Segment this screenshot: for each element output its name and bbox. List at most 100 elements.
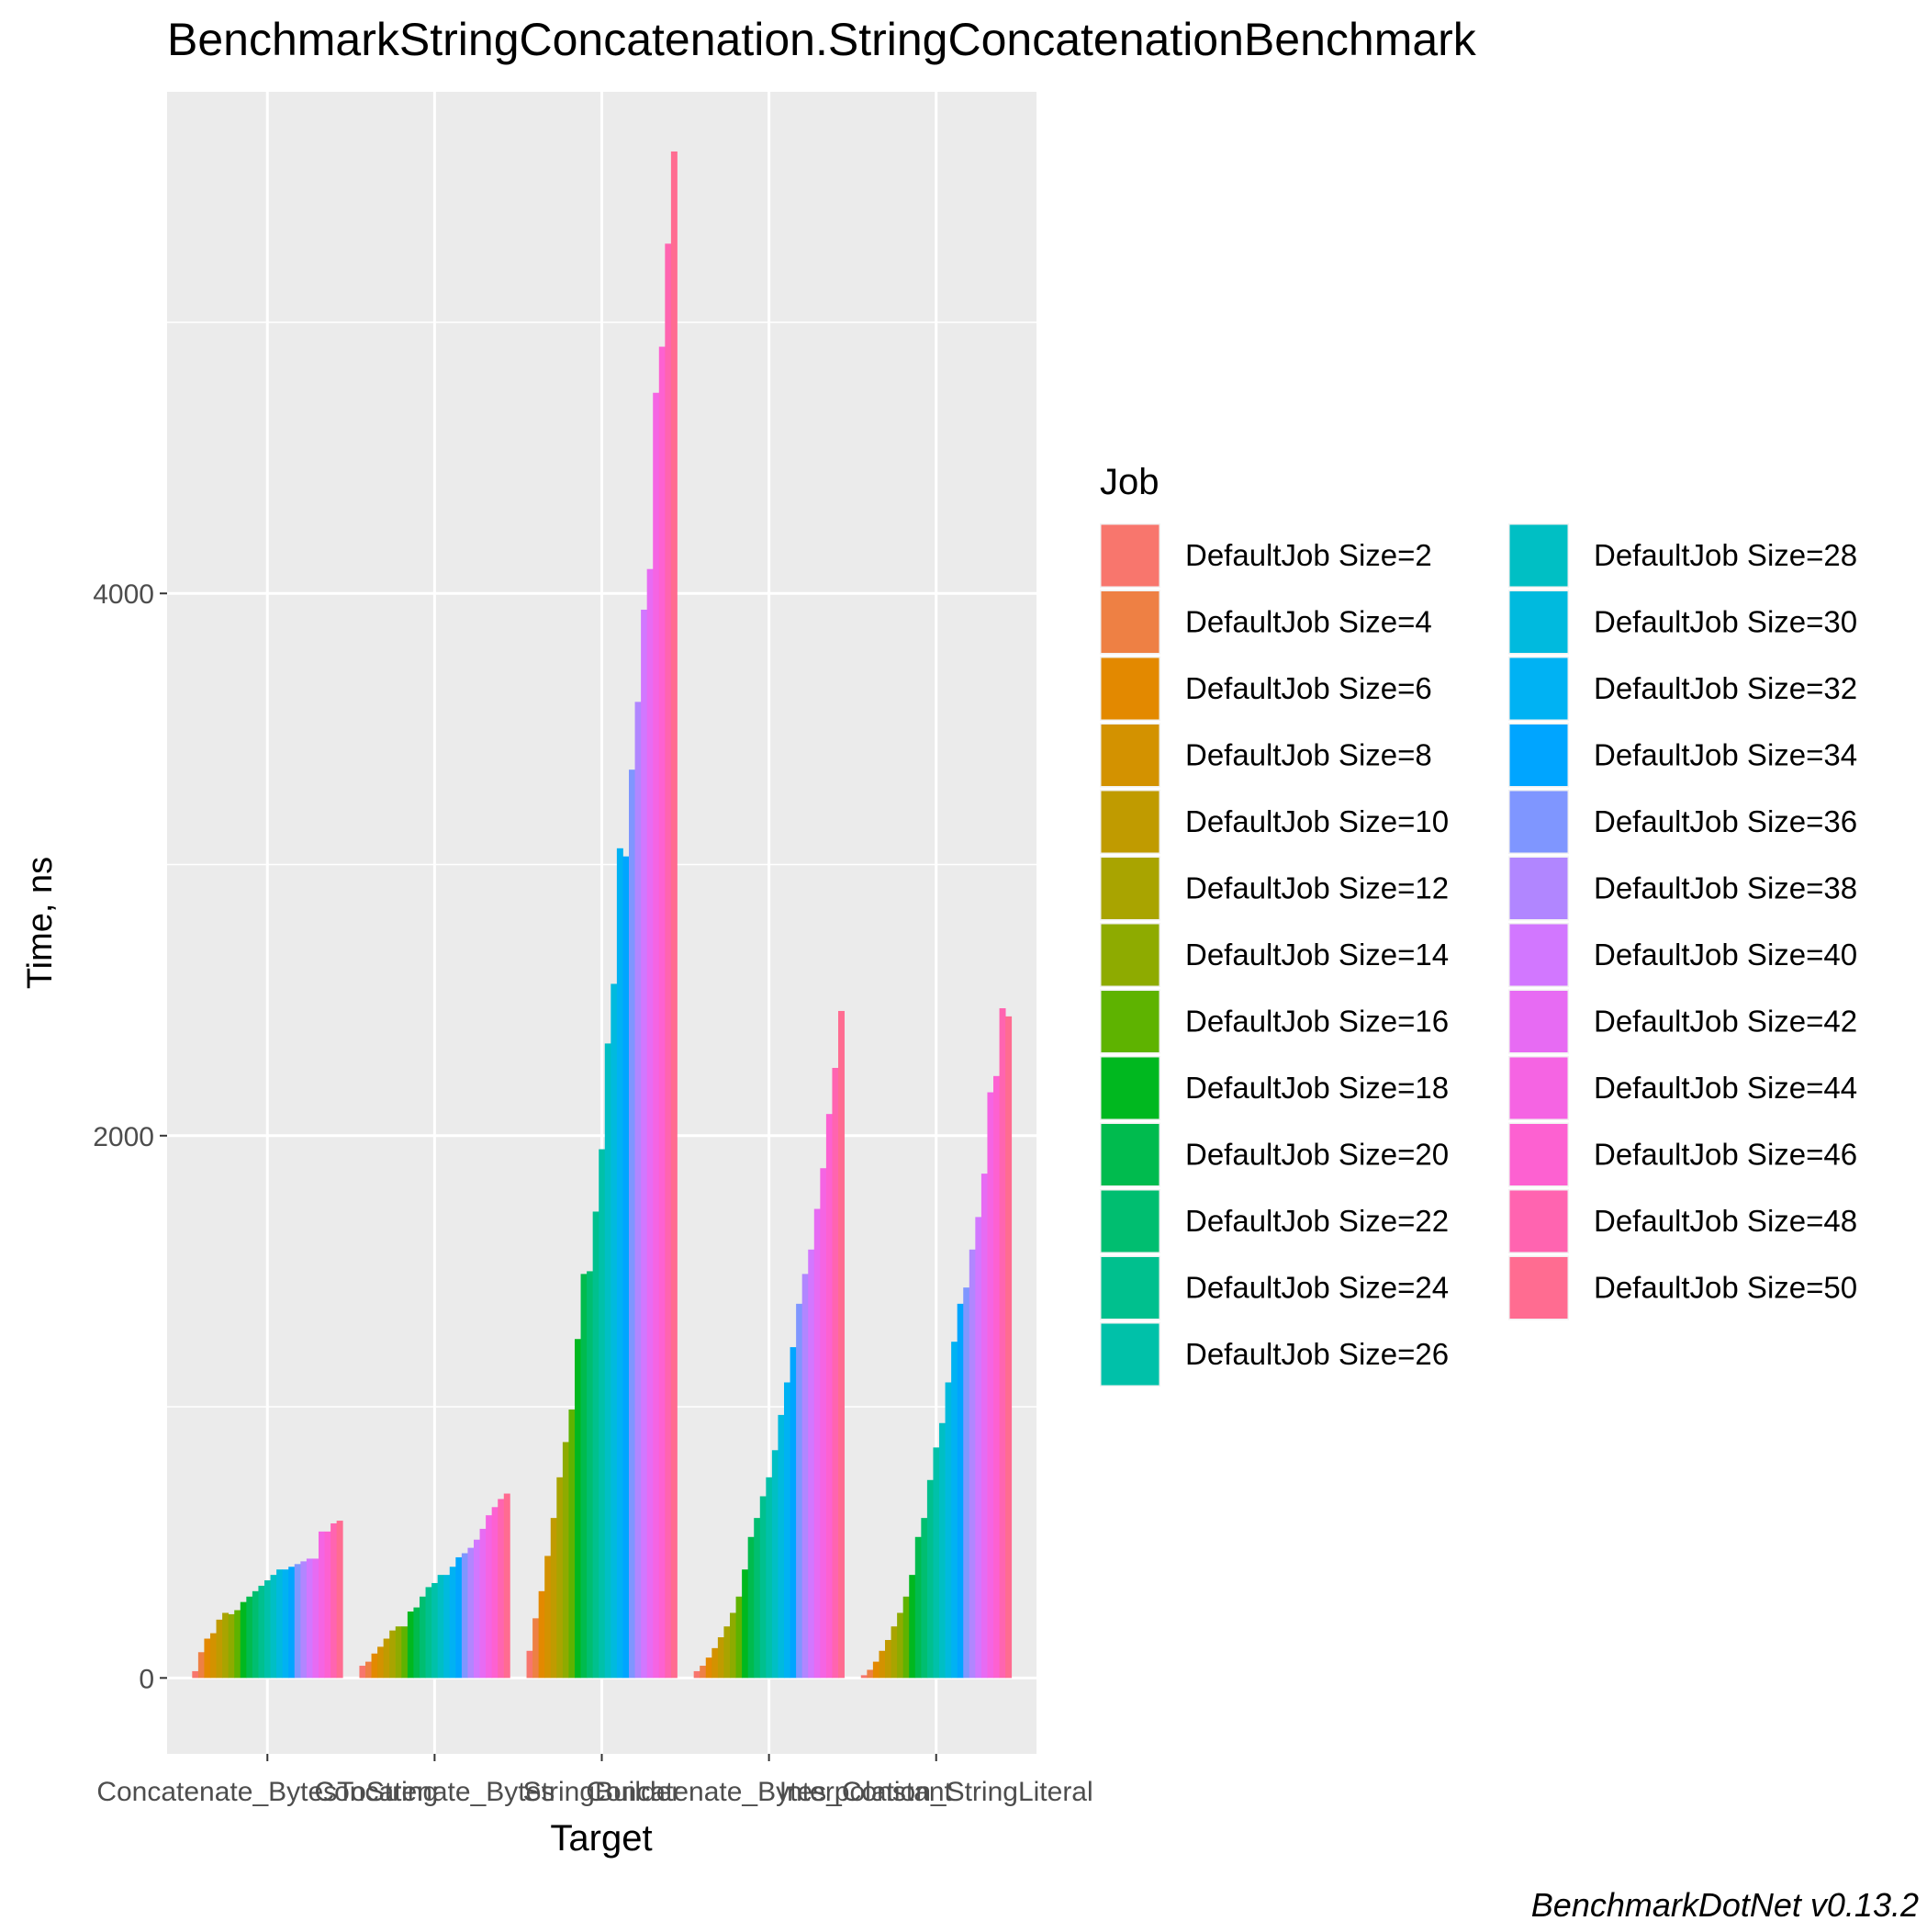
bar (790, 1347, 797, 1679)
legend-swatch (1509, 724, 1568, 786)
legend-label: DefaultJob Size=40 (1594, 938, 1857, 972)
legend-item: DefaultJob Size=6 (1100, 657, 1432, 721)
bar (723, 1626, 731, 1679)
bar (813, 1208, 821, 1679)
bar (771, 1450, 779, 1679)
legend-label: DefaultJob Size=22 (1185, 1204, 1449, 1238)
bar (556, 1477, 564, 1679)
legend-swatch (1509, 858, 1568, 919)
bar (658, 346, 666, 1679)
legend-label: DefaultJob Size=48 (1594, 1204, 1857, 1238)
bar (742, 1569, 749, 1679)
bar (832, 1067, 839, 1679)
legend-item: DefaultJob Size=30 (1508, 590, 1857, 655)
legend-item: DefaultJob Size=16 (1100, 989, 1449, 1054)
x-tick-label: Concatenate_BytesToString (96, 1777, 438, 1807)
bar (431, 1582, 439, 1679)
legend-label: DefaultJob Size=28 (1594, 538, 1857, 572)
bar (705, 1657, 712, 1679)
legend-swatch (1101, 1124, 1160, 1185)
legend-label: DefaultJob Size=42 (1594, 1005, 1857, 1039)
bar (604, 1043, 611, 1679)
bar (587, 1271, 594, 1679)
legend-label: DefaultJob Size=18 (1185, 1071, 1449, 1105)
legend-swatch (1509, 657, 1568, 720)
bar (216, 1619, 223, 1679)
bar (711, 1647, 719, 1679)
legend-title: Job (1100, 462, 1160, 502)
legend-item: DefaultJob Size=4 (1100, 590, 1432, 655)
bar (389, 1630, 397, 1679)
legend-item: DefaultJob Size=26 (1100, 1322, 1449, 1387)
bar (969, 1249, 976, 1679)
legend-swatch (1509, 924, 1568, 986)
bar (784, 1382, 790, 1679)
legend-swatch (1101, 858, 1160, 919)
legend-item: DefaultJob Size=34 (1508, 723, 1857, 788)
bar (1005, 1016, 1013, 1679)
bar (801, 1274, 809, 1679)
bar (371, 1653, 378, 1679)
bar (263, 1580, 271, 1679)
y-axis: 0 2000 4000 (93, 579, 167, 1694)
legend-label: DefaultJob Size=8 (1185, 738, 1432, 772)
bar (282, 1569, 289, 1679)
bar (467, 1547, 475, 1679)
legend-swatch (1101, 991, 1160, 1052)
legend-item: DefaultJob Size=50 (1508, 1255, 1857, 1320)
bar (222, 1612, 230, 1679)
legend-item: DefaultJob Size=18 (1100, 1056, 1449, 1120)
bar (999, 1008, 1006, 1679)
bar (407, 1611, 414, 1679)
bar (486, 1515, 493, 1679)
legend-swatch (1101, 524, 1160, 587)
bar (717, 1637, 724, 1679)
bar (331, 1523, 338, 1679)
bar (975, 1217, 982, 1679)
chart-caption: BenchmarkDotNet v0.13.2 (1531, 1886, 1919, 1924)
bar (592, 1211, 599, 1679)
bar (228, 1613, 235, 1679)
bar (670, 151, 678, 1679)
bar (825, 1114, 833, 1679)
bar (885, 1639, 891, 1679)
legend-swatch (1101, 924, 1160, 986)
bar (419, 1596, 426, 1679)
bars-layer (192, 151, 1013, 1679)
legend-swatch (1101, 724, 1160, 786)
legend-label: DefaultJob Size=34 (1594, 738, 1857, 772)
bar (914, 1536, 922, 1679)
x-tick-label: Concatenate_Bytes_Constant (586, 1777, 952, 1807)
legend-item: DefaultJob Size=44 (1508, 1056, 1857, 1120)
bar (294, 1564, 301, 1679)
bar (879, 1650, 886, 1679)
legend-item: DefaultJob Size=2 (1100, 523, 1432, 588)
bar (532, 1618, 540, 1679)
bar (963, 1287, 970, 1679)
x-axis-label: Target (550, 1818, 652, 1859)
y-tick-label: 2000 (93, 1122, 154, 1152)
bar (653, 392, 660, 1679)
bar (234, 1610, 241, 1679)
legend-item: DefaultJob Size=24 (1100, 1255, 1449, 1320)
bar (926, 1479, 934, 1679)
bar (479, 1528, 487, 1679)
bar (693, 1670, 700, 1679)
bar (544, 1556, 552, 1679)
legend-swatch (1101, 791, 1160, 853)
legend-label: DefaultJob Size=6 (1185, 671, 1432, 705)
bar (455, 1556, 463, 1679)
bar (622, 856, 630, 1679)
legend-swatch (1101, 1190, 1160, 1252)
bar (730, 1612, 736, 1679)
bar (437, 1575, 444, 1679)
legend-swatch (1101, 1323, 1160, 1386)
legend-label: DefaultJob Size=4 (1185, 605, 1432, 639)
bar (288, 1567, 296, 1679)
bar (611, 983, 618, 1679)
legend-label: DefaultJob Size=50 (1594, 1271, 1857, 1305)
legend-item: DefaultJob Size=32 (1508, 657, 1857, 721)
legend-label: DefaultJob Size=26 (1185, 1337, 1449, 1371)
